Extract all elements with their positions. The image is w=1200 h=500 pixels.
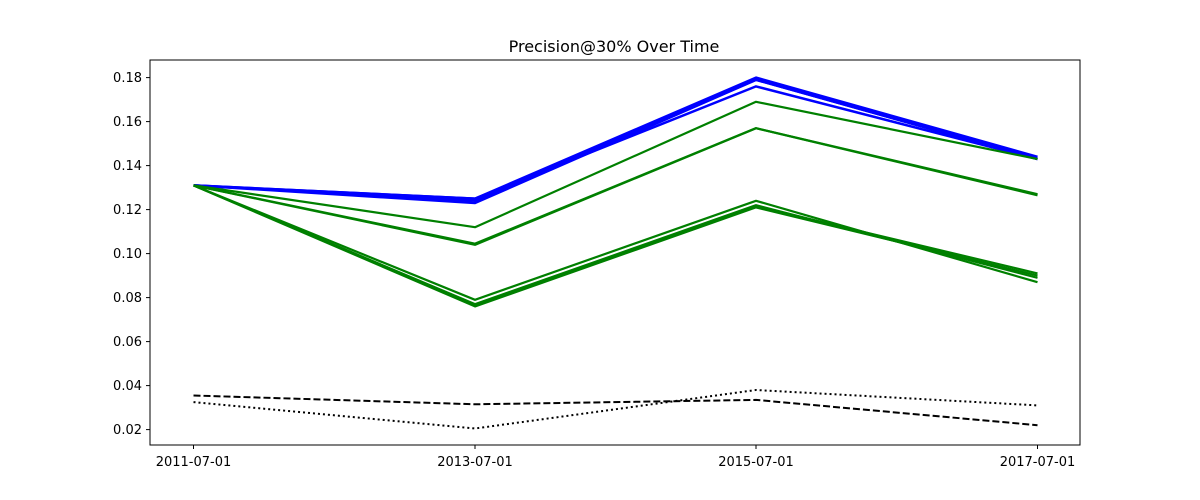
y-tick-label: 0.12 — [113, 203, 142, 218]
y-tick-label: 0.08 — [113, 291, 142, 306]
y-tick-label: 0.14 — [113, 159, 142, 174]
series-line-5 — [193, 100, 1038, 229]
y-tick-label: 0.16 — [113, 115, 142, 130]
x-tick-label: 2013-07-01 — [437, 455, 513, 470]
x-tick-label: 2011-07-01 — [156, 455, 232, 470]
series-line-4 — [193, 85, 1038, 200]
y-tick-label: 0.04 — [113, 379, 142, 394]
series-line-1 — [193, 76, 1038, 200]
series-line-7 — [193, 127, 1038, 245]
x-tick-label: 2017-07-01 — [1000, 455, 1076, 470]
y-tick-label: 0.18 — [113, 71, 142, 86]
series-line-11 — [193, 184, 1038, 307]
y-tick-label: 0.06 — [113, 335, 142, 350]
y-tick-label: 0.02 — [113, 423, 142, 438]
axis-layer: 0.02 0.04 0.06 0.08 0.10 0.12 0.14 0.16 0.18 2011… — [113, 71, 1075, 470]
y-tick-label: 0.10 — [113, 247, 142, 262]
series-layer — [193, 76, 1038, 430]
x-tick-label: 2015-07-01 — [718, 455, 794, 470]
series-line-12 — [193, 394, 1038, 427]
chart-title: Precision@30% Over Time — [509, 37, 720, 56]
series-line-13 — [193, 389, 1038, 430]
plot-frame — [149, 59, 1081, 446]
